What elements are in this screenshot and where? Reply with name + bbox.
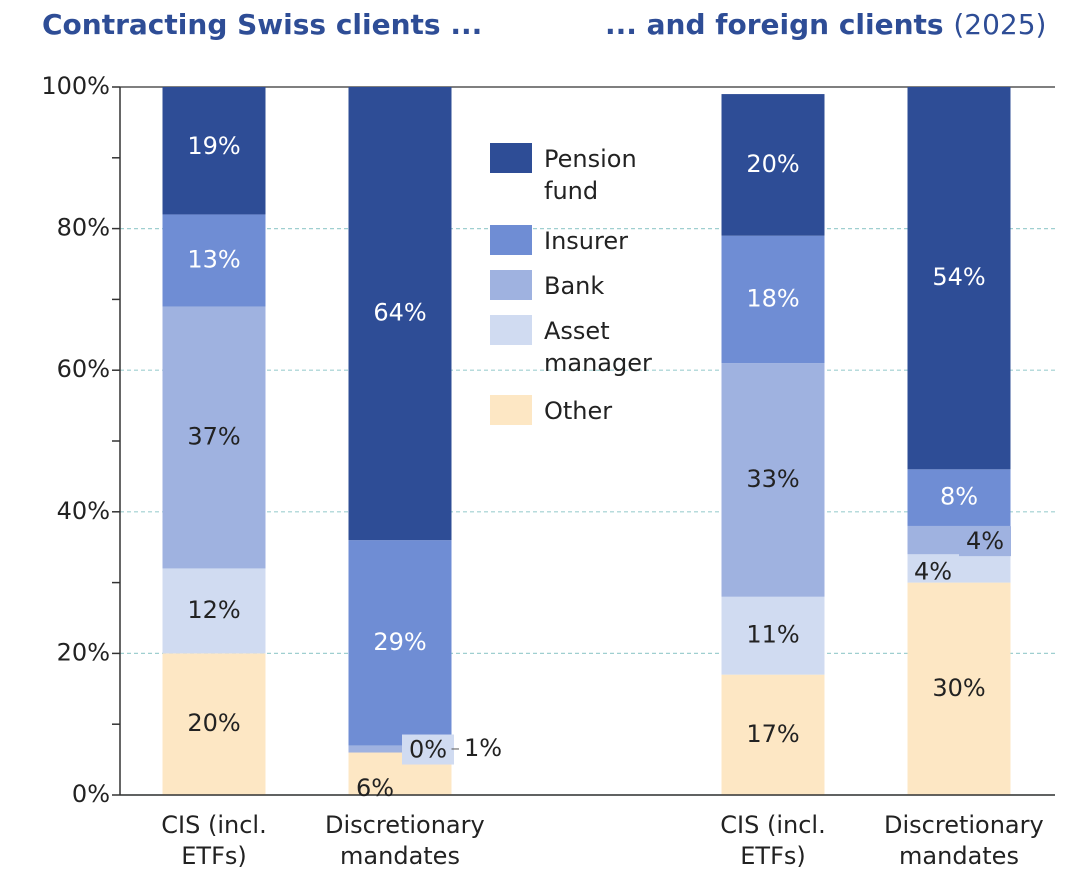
legend-item: Other	[490, 395, 654, 427]
y-tick-label: 0%	[72, 780, 110, 808]
value-label: 29%	[373, 628, 426, 656]
y-tick-label: 100%	[41, 72, 110, 100]
bar-segment	[721, 674, 825, 795]
chart-title-year: (2025)	[953, 8, 1047, 41]
bar-segment	[721, 363, 825, 597]
legend-swatch	[490, 143, 532, 173]
label-box	[959, 526, 1011, 557]
y-tick-label: 20%	[57, 638, 110, 666]
y-tick-label: 60%	[57, 355, 110, 383]
bar-segment	[907, 582, 1011, 795]
value-label: 11%	[746, 621, 799, 649]
value-label: 13%	[187, 245, 240, 273]
value-label: 33%	[746, 465, 799, 493]
legend-label: Asset manager	[544, 317, 652, 377]
bar-segment	[162, 568, 266, 654]
bar-segment	[348, 745, 452, 753]
legend-swatch	[490, 270, 532, 300]
bar-segment	[721, 94, 825, 236]
legend-label: Other	[544, 397, 613, 425]
y-tick-label: 80%	[57, 214, 110, 242]
bar-segment	[348, 87, 452, 541]
legend-label: Bank	[544, 272, 605, 300]
x-tick-label: Discretionary mandates	[325, 811, 485, 870]
value-label: 37%	[187, 422, 240, 450]
y-tick-label: 40%	[57, 497, 110, 525]
bar-segment	[721, 235, 825, 364]
value-label: 0%	[409, 736, 447, 764]
legend-item: Bank	[490, 270, 654, 302]
value-label: 64%	[373, 299, 426, 327]
legend-swatch	[490, 395, 532, 425]
value-label: 12%	[187, 596, 240, 624]
legend-item: Pension fund	[490, 143, 654, 207]
bar-segment	[907, 554, 1011, 583]
legend-item: Asset manager	[490, 315, 654, 379]
value-label: 4%	[966, 527, 1004, 555]
bar-segment	[162, 306, 266, 569]
value-label: 20%	[746, 150, 799, 178]
value-label: 8%	[940, 483, 978, 511]
bar-segment	[162, 87, 266, 215]
legend-label: Insurer	[544, 227, 628, 255]
bar-segment	[907, 469, 1011, 526]
x-tick-label: CIS (incl. ETFs)	[720, 811, 826, 870]
value-label: 30%	[932, 674, 985, 702]
value-label: 20%	[187, 709, 240, 737]
value-label: 19%	[187, 132, 240, 160]
chart-title-part: ... and foreign clients	[605, 8, 944, 41]
value-label: 4%	[914, 557, 952, 585]
bar-segment	[721, 596, 825, 675]
bar-segment	[162, 214, 266, 307]
bar-segment	[907, 87, 1011, 470]
value-label: 18%	[746, 284, 799, 312]
x-tick-label: Discretionary mandates	[884, 811, 1044, 870]
bar-segment	[348, 540, 452, 746]
bar-segment	[162, 653, 266, 795]
chart-title: Contracting Swiss clients ...	[42, 8, 483, 41]
x-tick-label: CIS (incl. ETFs)	[161, 811, 267, 870]
value-label: 54%	[932, 263, 985, 291]
legend-swatch	[490, 225, 532, 255]
legend-item: Insurer	[490, 225, 654, 257]
legend-label: Pension fund	[544, 145, 637, 205]
label-box	[402, 734, 454, 765]
value-label: 1%	[464, 734, 502, 762]
legend-swatch	[490, 315, 532, 345]
chart-title: ... and foreign clients (2025)	[605, 8, 1046, 41]
value-label: 17%	[746, 720, 799, 748]
value-label: 6%	[356, 774, 394, 802]
